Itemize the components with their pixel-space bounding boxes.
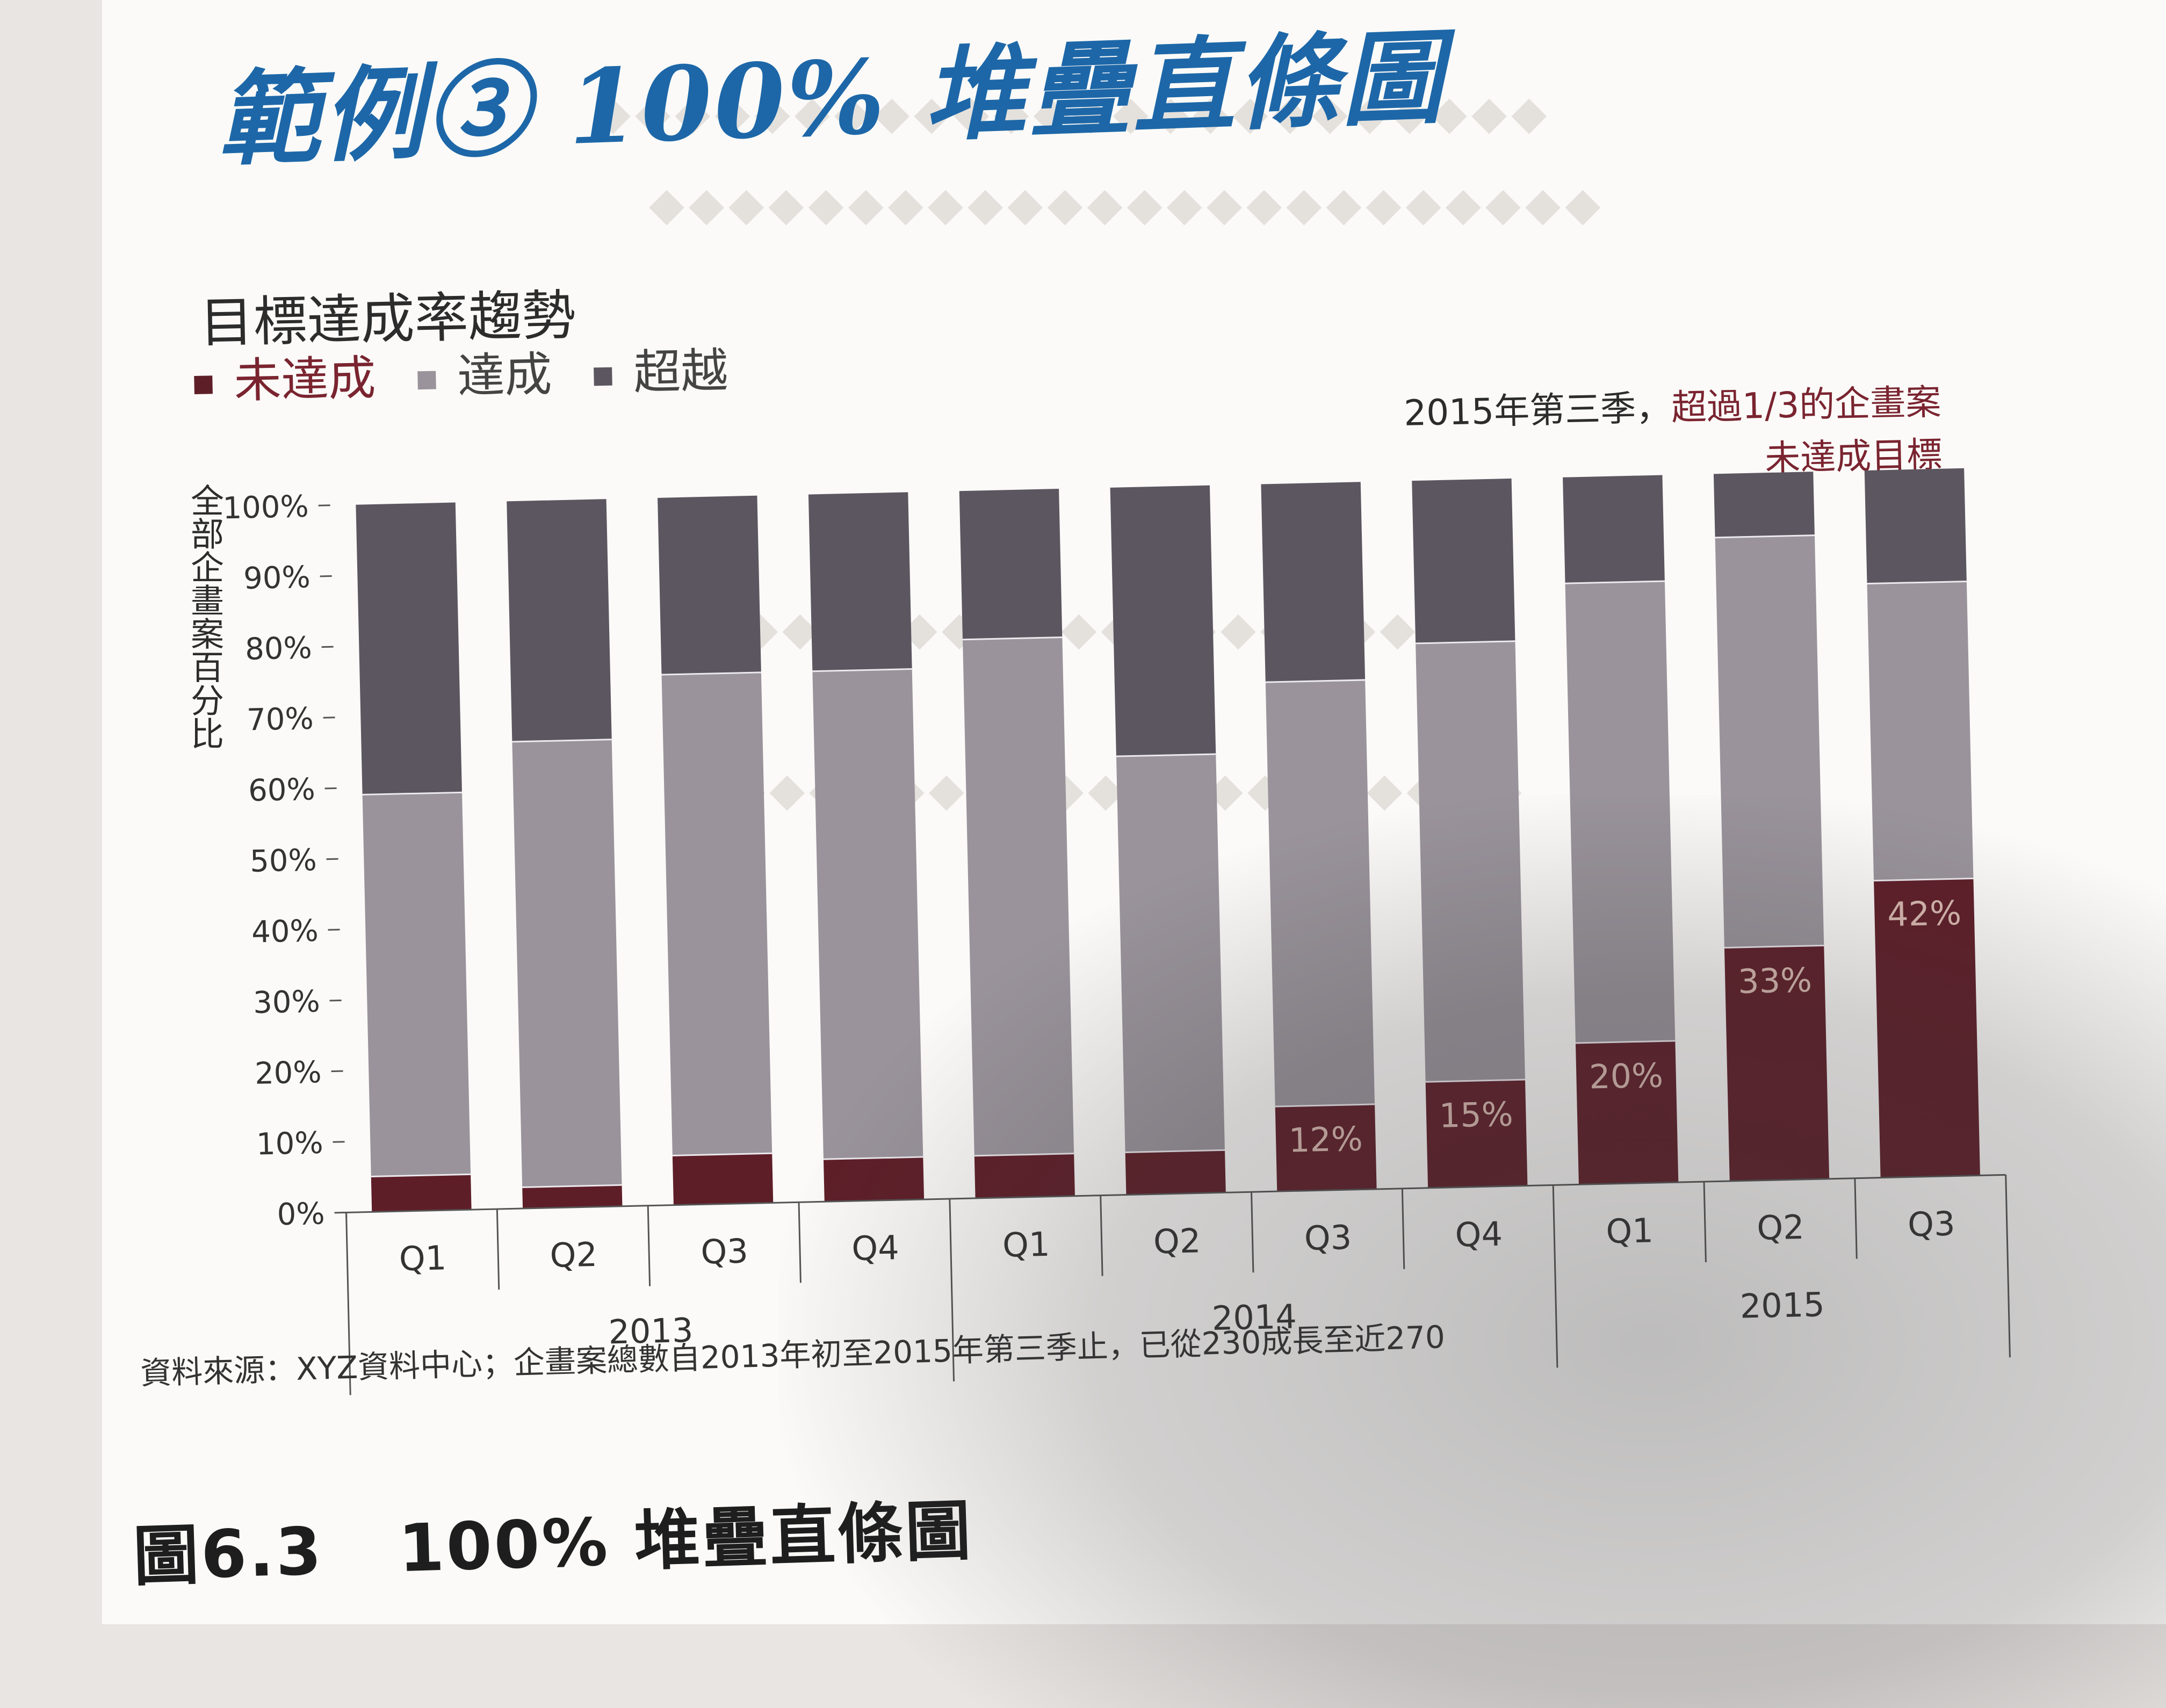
x-tick-label: Q1 (399, 1238, 447, 1278)
chart-plot-group: 0% 10% 20% 30% 40% 50% 60% 70% 80% 90% 100% 12% 15% 2… (222, 451, 2010, 1398)
x-tick-divider (1704, 1182, 1706, 1262)
bar-segment-exceeded (959, 489, 1063, 640)
bar-segment-achieved (1565, 581, 1676, 1043)
y-tick-label: 70% (246, 701, 314, 738)
y-tick-label: 0% (277, 1196, 325, 1232)
bar-segment-exceeded (1563, 475, 1665, 584)
data-label: 20% (1589, 1055, 1663, 1096)
bar-segment-achieved (1867, 581, 1974, 880)
bar-segment-exceeded (507, 499, 612, 742)
data-label: 42% (1887, 893, 1961, 934)
bar-segment-exceeded (356, 503, 462, 795)
y-tick-label: 80% (244, 631, 312, 667)
x-tick-label: Q1 (1606, 1211, 1654, 1251)
y-tick-label: 50% (249, 843, 317, 879)
figure-title: 100% 堆疊直條圖 (398, 1493, 974, 1587)
bar-segment-exceeded (1261, 482, 1365, 682)
x-group-label: 2015 (1739, 1285, 1825, 1326)
x-tick-divider (799, 1202, 800, 1283)
x-tick-label: Q2 (550, 1235, 598, 1275)
figure-number: 圖6.3 (132, 1513, 324, 1595)
x-tick-label: Q1 (1002, 1225, 1050, 1265)
y-tick-label: 30% (252, 984, 320, 1021)
bar-segment-exceeded (1714, 472, 1815, 538)
bar-segment-exceeded (1865, 468, 1967, 584)
bar-segment-achieved (812, 669, 923, 1160)
data-label: 33% (1737, 960, 1812, 1001)
x-tick-label: Q4 (851, 1228, 900, 1268)
bar-segment-exceeded (1412, 479, 1515, 643)
bar-segment-missed (522, 1185, 622, 1208)
bar-segment-exceeded (1110, 486, 1216, 757)
bar-segment-exceeded (808, 492, 912, 671)
bar-segment-missed (673, 1153, 773, 1205)
x-tick-label: Q2 (1757, 1207, 1805, 1248)
x-tick-label: Q2 (1153, 1221, 1201, 1261)
x-tick-divider (648, 1206, 649, 1286)
bar-segment-achieved (1116, 754, 1225, 1153)
x-tick-label: Q3 (1304, 1218, 1352, 1258)
bar-segment-achieved (1715, 535, 1824, 948)
bar-segment-missed (824, 1157, 924, 1202)
y-tick-label: 20% (254, 1055, 322, 1091)
data-label: 12% (1288, 1119, 1363, 1160)
bar-segment-achieved (1416, 641, 1525, 1082)
y-tick-label: 100% (222, 489, 309, 526)
bar-segment-missed (371, 1174, 472, 1212)
data-label: 15% (1439, 1095, 1513, 1135)
x-tick-divider (1855, 1178, 1857, 1259)
x-tick-divider (1553, 1185, 1557, 1367)
x-tick-divider (1402, 1189, 1404, 1269)
x-tick-label: Q3 (1907, 1204, 1955, 1244)
bar-segment-achieved (512, 740, 622, 1188)
y-tick-label: 10% (256, 1126, 323, 1162)
y-tick-label: 60% (248, 772, 315, 808)
y-tick-label: 40% (251, 914, 319, 950)
x-tick-label: Q4 (1455, 1214, 1503, 1255)
bar-segment-missed (1125, 1150, 1226, 1195)
x-tick-divider (2006, 1175, 2010, 1357)
bar-segment-exceeded (658, 496, 761, 675)
bar-segment-achieved (963, 638, 1074, 1156)
x-tick-divider (497, 1209, 499, 1290)
bar-segment-missed (974, 1154, 1075, 1198)
y-tick-label: 90% (243, 560, 311, 596)
bar-segment-achieved (662, 672, 772, 1156)
x-tick-divider (1101, 1196, 1102, 1276)
x-tick-label: Q3 (701, 1232, 749, 1272)
bar-segment-achieved (363, 792, 471, 1176)
bar-segment-achieved (1266, 680, 1375, 1106)
x-tick-divider (1252, 1192, 1253, 1272)
